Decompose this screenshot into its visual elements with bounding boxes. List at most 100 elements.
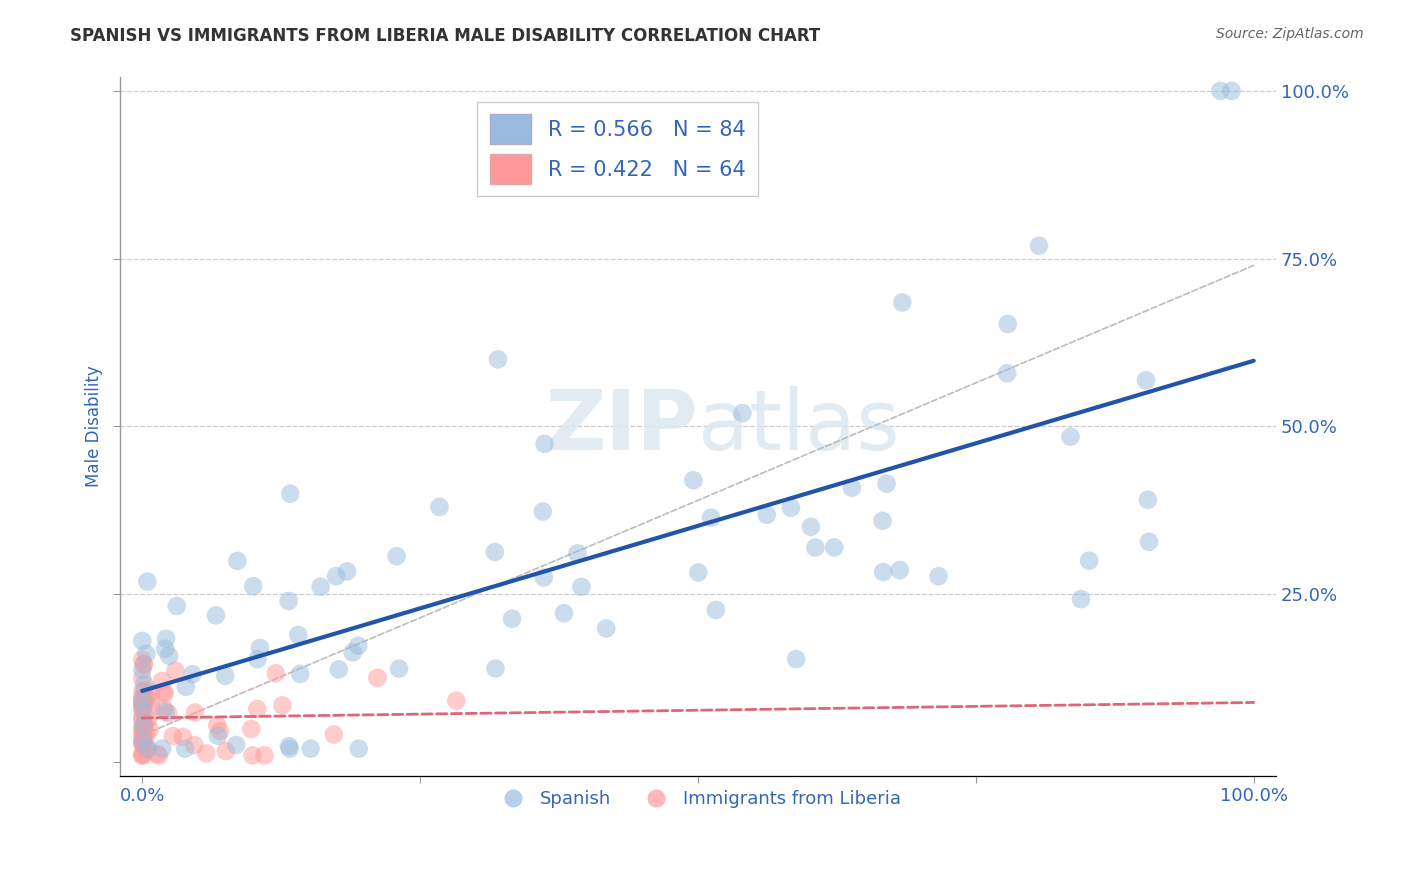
- Point: [571, 580, 593, 594]
- Point: [682, 473, 704, 487]
- Point: [131, 736, 153, 750]
- Point: [1135, 373, 1157, 387]
- Legend: Spanish, Immigrants from Liberia: Spanish, Immigrants from Liberia: [488, 783, 908, 815]
- Point: [277, 594, 299, 608]
- Point: [876, 476, 898, 491]
- Point: [134, 716, 156, 731]
- Point: [841, 481, 863, 495]
- Point: [136, 712, 159, 726]
- Point: [800, 520, 823, 534]
- Point: [131, 732, 153, 747]
- Point: [131, 634, 153, 648]
- Point: [136, 691, 159, 706]
- Point: [153, 687, 176, 701]
- Point: [215, 744, 238, 758]
- Point: [1028, 239, 1050, 253]
- Point: [928, 569, 950, 583]
- Point: [995, 367, 1018, 381]
- Point: [804, 541, 827, 555]
- Point: [336, 565, 359, 579]
- Point: [240, 722, 263, 736]
- Point: [731, 406, 754, 420]
- Point: [366, 671, 388, 685]
- Point: [205, 718, 228, 732]
- Text: Source: ZipAtlas.com: Source: ZipAtlas.com: [1216, 27, 1364, 41]
- Point: [278, 739, 301, 753]
- Point: [153, 641, 176, 656]
- Point: [131, 713, 153, 727]
- Point: [131, 735, 153, 749]
- Point: [322, 727, 344, 741]
- Point: [872, 514, 894, 528]
- Point: [872, 565, 894, 579]
- Point: [138, 723, 160, 737]
- Point: [214, 669, 236, 683]
- Point: [134, 699, 156, 714]
- Point: [174, 741, 197, 756]
- Point: [1220, 84, 1243, 98]
- Point: [595, 622, 617, 636]
- Point: [132, 718, 155, 732]
- Point: [157, 648, 180, 663]
- Point: [134, 717, 156, 731]
- Point: [131, 748, 153, 763]
- Text: ZIP: ZIP: [546, 386, 697, 467]
- Point: [131, 710, 153, 724]
- Point: [246, 652, 269, 666]
- Point: [181, 667, 204, 681]
- Point: [1059, 430, 1081, 444]
- Point: [429, 500, 451, 514]
- Point: [150, 741, 173, 756]
- Point: [278, 486, 301, 500]
- Point: [183, 738, 205, 752]
- Point: [184, 706, 207, 720]
- Point: [131, 698, 153, 712]
- Point: [155, 632, 177, 646]
- Point: [242, 579, 264, 593]
- Point: [157, 706, 180, 721]
- Point: [136, 574, 159, 589]
- Point: [446, 694, 468, 708]
- Point: [134, 683, 156, 698]
- Point: [700, 510, 723, 524]
- Point: [131, 697, 153, 711]
- Point: [134, 733, 156, 747]
- Point: [131, 698, 153, 712]
- Point: [132, 722, 155, 736]
- Point: [688, 566, 710, 580]
- Point: [484, 545, 506, 559]
- Point: [135, 647, 157, 661]
- Point: [486, 352, 509, 367]
- Point: [1137, 534, 1160, 549]
- Point: [174, 680, 197, 694]
- Point: [823, 541, 845, 555]
- Point: [287, 628, 309, 642]
- Point: [385, 549, 408, 564]
- Point: [152, 701, 174, 715]
- Point: [132, 691, 155, 706]
- Point: [226, 554, 249, 568]
- Point: [195, 747, 218, 761]
- Point: [141, 700, 163, 714]
- Point: [278, 741, 301, 756]
- Point: [132, 657, 155, 672]
- Point: [132, 677, 155, 691]
- Point: [533, 570, 555, 584]
- Point: [131, 684, 153, 698]
- Point: [325, 569, 347, 583]
- Point: [225, 738, 247, 752]
- Point: [755, 508, 778, 522]
- Point: [328, 662, 350, 676]
- Point: [132, 728, 155, 742]
- Point: [166, 599, 188, 613]
- Text: atlas: atlas: [697, 386, 900, 467]
- Point: [264, 666, 287, 681]
- Point: [1209, 84, 1232, 98]
- Point: [131, 691, 153, 706]
- Point: [153, 684, 176, 698]
- Point: [891, 295, 914, 310]
- Point: [132, 734, 155, 748]
- Point: [131, 723, 153, 738]
- Point: [134, 694, 156, 708]
- Point: [242, 748, 264, 763]
